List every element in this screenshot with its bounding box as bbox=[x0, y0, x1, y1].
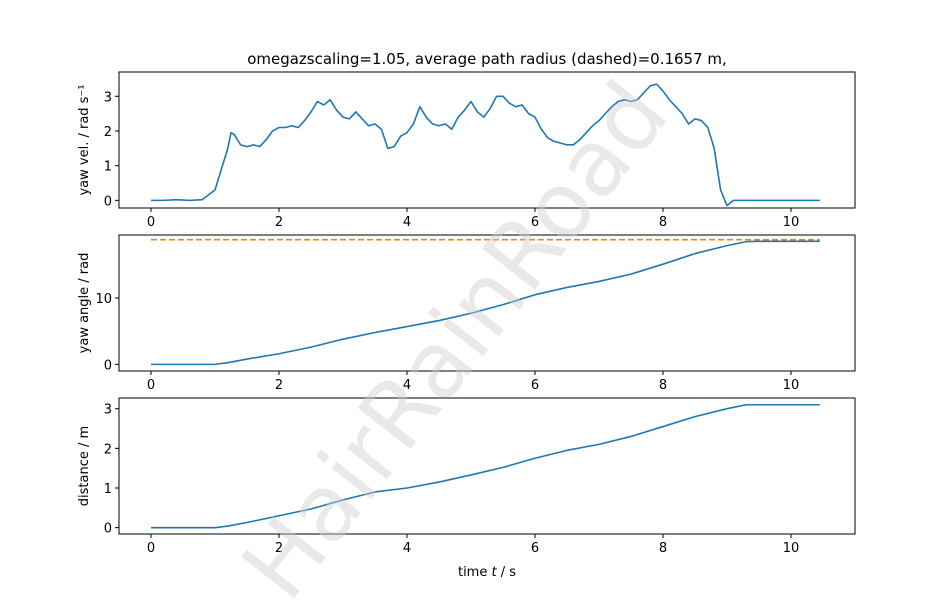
x-tick-label: 4 bbox=[403, 378, 411, 393]
x-tick-label: 0 bbox=[147, 378, 155, 393]
x-axis-label-italic: t bbox=[491, 565, 497, 580]
x-tick-label: 8 bbox=[659, 378, 667, 393]
y-tick-label: 3 bbox=[104, 403, 112, 418]
y-axis-label: yaw angle / rad bbox=[77, 253, 92, 354]
y-axis-label: yaw vel. / rad s⁻¹ bbox=[77, 84, 92, 195]
x-tick-label: 4 bbox=[403, 215, 411, 230]
x-tick-label: 4 bbox=[403, 541, 411, 556]
x-tick-label: 8 bbox=[659, 215, 667, 230]
x-tick-label: 10 bbox=[783, 215, 800, 230]
y-tick-label: 2 bbox=[104, 442, 112, 457]
x-tick-label: 2 bbox=[275, 215, 283, 230]
x-tick-label: 8 bbox=[659, 541, 667, 556]
series-line-2 bbox=[151, 240, 820, 366]
axes-frame bbox=[118, 397, 856, 535]
y-tick-label: 10 bbox=[95, 292, 112, 307]
chart-title: omegazscaling=1.05, average path radius … bbox=[247, 50, 727, 68]
x-axis-label-rest: / s bbox=[497, 565, 517, 580]
y-tick-label: 0 bbox=[104, 194, 112, 209]
y-tick-label: 3 bbox=[104, 90, 112, 105]
x-tick-label: 0 bbox=[147, 215, 155, 230]
series-line-1 bbox=[151, 83, 820, 207]
panel-3: 0 2 4 6 8 10 0 1 2 3 distance / m bbox=[77, 397, 856, 556]
watermark: HairRainRoad bbox=[222, 63, 689, 600]
y-tick-label: 0 bbox=[104, 522, 112, 537]
x-tick-label: 6 bbox=[531, 541, 539, 556]
y-tick-label: 0 bbox=[104, 358, 112, 373]
x-tick-label: 10 bbox=[783, 541, 800, 556]
panel-1: 0 2 4 6 8 10 0 1 2 3 yaw vel. / rad s⁻¹ bbox=[77, 71, 856, 230]
x-axis-label: time t / s bbox=[458, 565, 516, 580]
y-axis-label: distance / m bbox=[77, 426, 92, 506]
y-tick-label: 1 bbox=[104, 160, 112, 175]
axes-frame bbox=[118, 234, 856, 372]
x-tick-label: 2 bbox=[275, 378, 283, 393]
x-tick-label: 0 bbox=[147, 541, 155, 556]
x-axis-label-part: time bbox=[458, 565, 492, 580]
x-tick-label: 10 bbox=[783, 378, 800, 393]
x-tick-label: 6 bbox=[531, 378, 539, 393]
y-tick-label: 2 bbox=[104, 125, 112, 140]
x-tick-label: 2 bbox=[275, 541, 283, 556]
y-tick-label: 1 bbox=[104, 482, 112, 497]
series-line-3 bbox=[151, 403, 820, 529]
x-tick-label: 6 bbox=[531, 215, 539, 230]
axes-frame bbox=[118, 71, 856, 209]
